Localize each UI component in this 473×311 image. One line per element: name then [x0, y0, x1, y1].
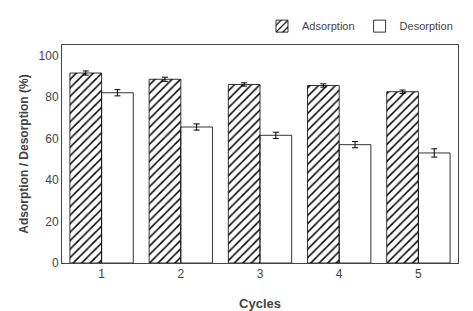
svg-text:Adsorption: Adsorption — [302, 20, 355, 32]
svg-text:60: 60 — [45, 132, 59, 146]
svg-text:0: 0 — [52, 256, 59, 270]
svg-text:20: 20 — [45, 215, 59, 229]
svg-text:80: 80 — [45, 90, 59, 104]
svg-text:4: 4 — [336, 267, 343, 281]
svg-text:5: 5 — [415, 267, 422, 281]
svg-text:Cycles: Cycles — [239, 296, 281, 311]
svg-text:Adsorption / Desorption (%): Adsorption / Desorption (%) — [17, 74, 31, 233]
svg-text:2: 2 — [177, 267, 184, 281]
svg-text:3: 3 — [257, 267, 264, 281]
svg-text:Desorption: Desorption — [400, 20, 453, 32]
svg-text:1: 1 — [98, 267, 105, 281]
svg-text:100: 100 — [39, 49, 59, 63]
svg-text:40: 40 — [45, 173, 59, 187]
